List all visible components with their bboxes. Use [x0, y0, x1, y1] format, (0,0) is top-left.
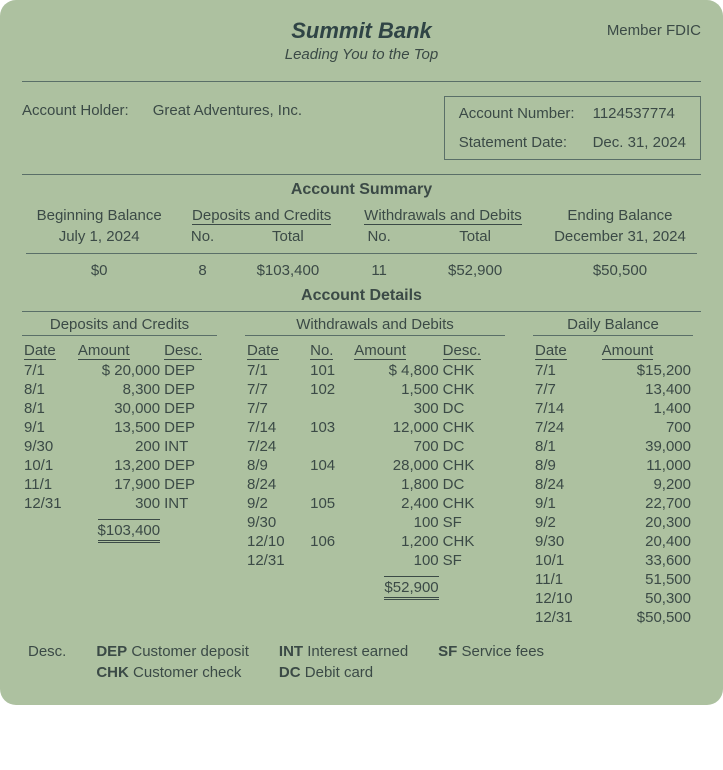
wd-heading: Withdrawals and Debits: [245, 316, 505, 336]
balance-column: Daily Balance Date Amount 7/1$15,2007/71…: [533, 316, 693, 627]
table-row: 7/1410312,000CHK: [245, 418, 505, 437]
dep-total-row: $103,400: [22, 513, 217, 544]
table-row: 7/24700DC: [245, 437, 505, 456]
header: Summit Bank Leading You to the Top Membe…: [22, 18, 701, 63]
dep-col-amount: Amount: [78, 342, 130, 360]
details: Deposits and Credits Date Amount Desc. 7…: [22, 316, 701, 627]
table-row: 7/713,400: [533, 380, 693, 399]
leg-dep-t: Customer deposit: [131, 643, 249, 660]
leg-sf-t: Service fees: [462, 643, 545, 660]
account-row: Account Holder: Great Adventures, Inc. A…: [22, 81, 701, 175]
table-row: 7/71021,500CHK: [245, 380, 505, 399]
summary-table: Beginning Balance Deposits and Credits W…: [22, 205, 701, 281]
wd-col-desc: Desc.: [443, 342, 481, 360]
legend-label: Desc.: [28, 641, 66, 683]
holder-value: Great Adventures, Inc.: [153, 102, 302, 119]
table-row: 9/122,700: [533, 494, 693, 513]
table-row: 7/24700: [533, 418, 693, 437]
table-row: 7/1$15,200: [533, 361, 693, 380]
leg-chk: CHK: [96, 664, 129, 681]
acct-number-label: Account Number:: [459, 105, 575, 122]
table-row: 8/249,200: [533, 475, 693, 494]
deposits-column: Deposits and Credits Date Amount Desc. 7…: [22, 316, 217, 627]
sum-dep-no: 8: [176, 260, 228, 281]
account-info-box: Account Number: 1124537774 Statement Dat…: [444, 96, 701, 160]
table-row: 12/101061,200CHK: [245, 532, 505, 551]
sum-dep-tot-l: Total: [229, 226, 347, 247]
table-row: 9/30100SF: [245, 513, 505, 532]
table-row: 11/117,900DEP: [22, 475, 217, 494]
account-holder: Account Holder: Great Adventures, Inc.: [22, 96, 444, 160]
table-row: 9/3020,400: [533, 532, 693, 551]
table-row: 7/7300DC: [245, 399, 505, 418]
table-row: 8/130,000DEP: [22, 399, 217, 418]
leg-chk-t: Customer check: [133, 664, 241, 681]
details-title: Account Details: [22, 287, 701, 305]
leg-sf: SF: [438, 643, 457, 660]
sum-end-date: December 31, 2024: [539, 226, 701, 247]
table-row: 11/151,500: [533, 570, 693, 589]
bal-col-amount: Amount: [602, 342, 654, 360]
table-row: 12/31100SF: [245, 551, 505, 570]
dep-col-date: Date: [24, 342, 56, 360]
table-row: 8/18,300DEP: [22, 380, 217, 399]
table-row: 7/1$ 20,000DEP: [22, 361, 217, 380]
tagline: Leading You to the Top: [22, 46, 701, 63]
table-row: 10/133,600: [533, 551, 693, 570]
table-row: 7/141,400: [533, 399, 693, 418]
stmt-date-value: Dec. 31, 2024: [593, 134, 686, 151]
leg-dc-t: Debit card: [305, 664, 373, 681]
table-row: 9/21052,400CHK: [245, 494, 505, 513]
dep-col-desc: Desc.: [164, 342, 202, 360]
bank-statement: Summit Bank Leading You to the Top Membe…: [0, 0, 723, 705]
table-row: 8/910428,000CHK: [245, 456, 505, 475]
sum-wd-no-l: No.: [347, 226, 411, 247]
sum-end-val: $50,500: [539, 260, 701, 281]
wd-total-row: $52,900: [245, 570, 505, 601]
summary-title: Account Summary: [22, 181, 701, 199]
sum-h-end: Ending Balance: [539, 205, 701, 226]
table-row: 8/911,000: [533, 456, 693, 475]
sum-wd-total: $52,900: [411, 260, 539, 281]
holder-label: Account Holder:: [22, 102, 129, 119]
table-row: 7/1101$ 4,800CHK: [245, 361, 505, 380]
leg-int: INT: [279, 643, 303, 660]
dep-heading: Deposits and Credits: [22, 316, 217, 336]
table-row: 9/220,300: [533, 513, 693, 532]
table-row: 9/113,500DEP: [22, 418, 217, 437]
sum-h-begin: Beginning Balance: [22, 205, 176, 226]
table-row: 12/31$50,500: [533, 608, 693, 627]
acct-number-value: 1124537774: [593, 105, 686, 122]
withdrawals-column: Withdrawals and Debits Date No. Amount D…: [245, 316, 505, 627]
sum-h-dep: Deposits and Credits: [192, 207, 331, 225]
table-row: 12/31300INT: [22, 494, 217, 513]
leg-int-t: Interest earned: [307, 643, 408, 660]
sum-wd-tot-l: Total: [411, 226, 539, 247]
bank-name: Summit Bank: [22, 18, 701, 44]
bal-heading: Daily Balance: [533, 316, 693, 336]
wd-col-amount: Amount: [354, 342, 406, 360]
table-row: 8/139,000: [533, 437, 693, 456]
fdic-label: Member FDIC: [607, 22, 701, 39]
leg-dc: DC: [279, 664, 301, 681]
sum-dep-total: $103,400: [229, 260, 347, 281]
sum-h-wd: Withdrawals and Debits: [364, 207, 522, 225]
sum-begin-date: July 1, 2024: [22, 226, 176, 247]
wd-col-date: Date: [247, 342, 279, 360]
table-row: 10/113,200DEP: [22, 456, 217, 475]
stmt-date-label: Statement Date:: [459, 134, 575, 151]
table-row: 12/1050,300: [533, 589, 693, 608]
sum-wd-no: 11: [347, 260, 411, 281]
sum-dep-no-l: No.: [176, 226, 228, 247]
leg-dep: DEP: [96, 643, 127, 660]
table-row: 9/30200INT: [22, 437, 217, 456]
sum-begin-val: $0: [22, 260, 176, 281]
legend: Desc. DEP Customer deposit CHK Customer …: [22, 641, 701, 687]
table-row: 8/241,800DC: [245, 475, 505, 494]
bal-col-date: Date: [535, 342, 567, 360]
wd-col-no: No.: [310, 342, 333, 360]
